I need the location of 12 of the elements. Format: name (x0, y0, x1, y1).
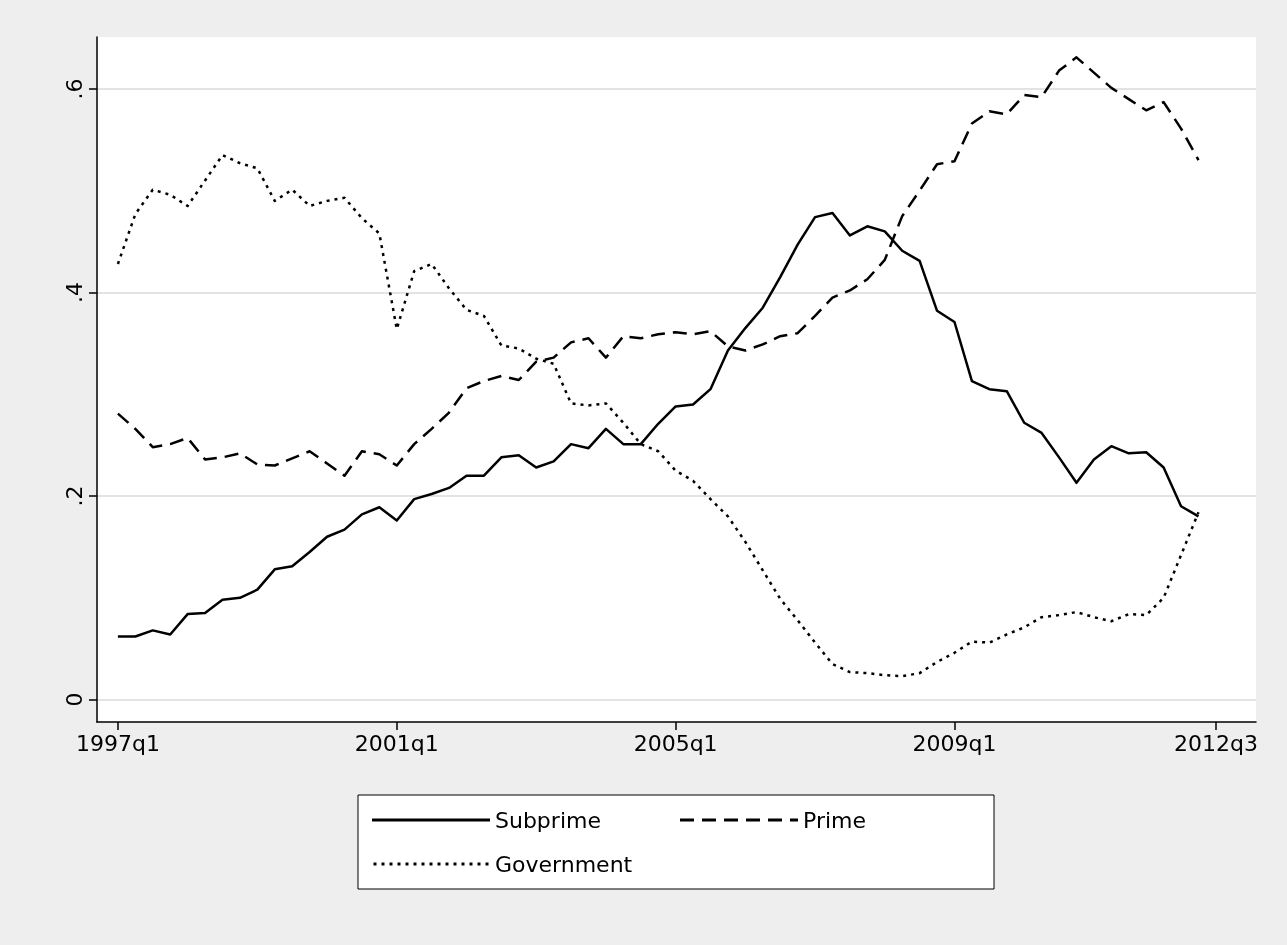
x-tick-label: 2009q1 (912, 730, 997, 756)
y-tick-label: .4 (61, 281, 87, 303)
y-tick-label: .2 (61, 485, 87, 507)
legend-label: Government (495, 851, 633, 877)
x-tick-label: 2012q3 (1173, 730, 1258, 756)
y-tick-label: .6 (61, 78, 87, 100)
x-tick-label: 1997q1 (75, 730, 160, 756)
legend-label: Prime (803, 807, 867, 833)
legend-label: Subprime (495, 807, 601, 833)
x-tick-label: 2001q1 (354, 730, 439, 756)
x-tick-label: 2005q1 (633, 730, 718, 756)
y-tick-label: 0 (61, 692, 87, 707)
